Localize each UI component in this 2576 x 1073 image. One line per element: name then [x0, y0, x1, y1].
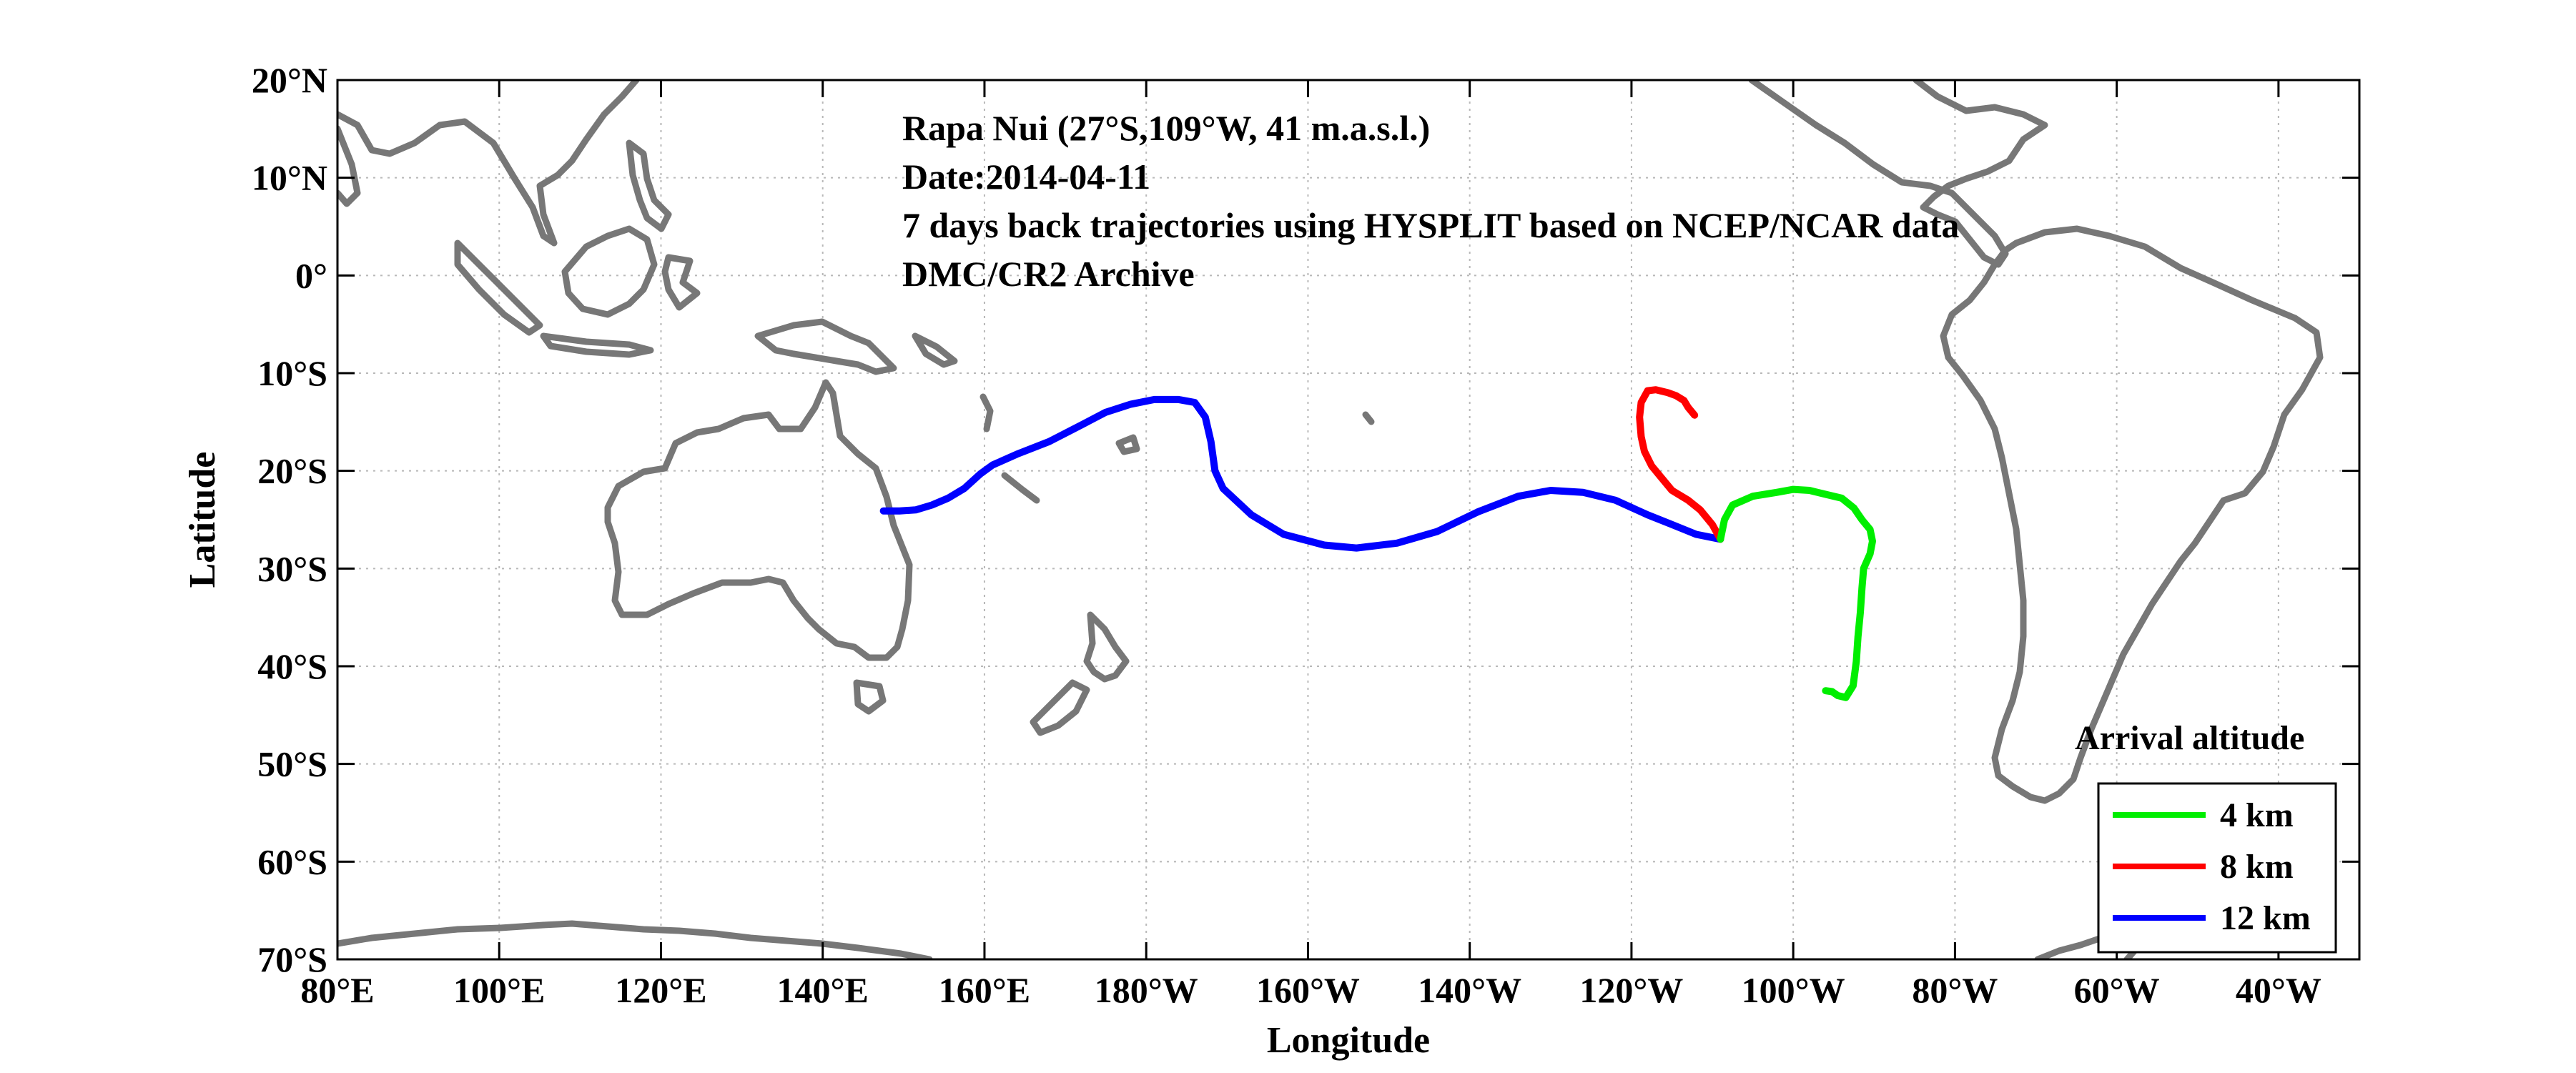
java-coastline [540, 332, 654, 358]
legend-label: 12 km [2220, 899, 2311, 937]
y-tick-label: 40°S [257, 646, 327, 686]
coastline-layer [337, 80, 2324, 959]
borneo-coastline [561, 225, 658, 318]
central-america-coastline [1748, 80, 2048, 268]
philippines-coastline [626, 139, 672, 232]
info-line-location: Rapa Nui (27°S,109°W, 41 m.a.s.l.) [902, 108, 1430, 148]
antarctica-coastline [337, 920, 933, 959]
info-text-block: Rapa Nui (27°S,109°W, 41 m.a.s.l.) Date:… [902, 108, 1959, 294]
y-axis-label: Latitude [182, 452, 223, 588]
x-tick-label: 160°W [1256, 970, 1360, 1010]
y-tick-label: 20°S [257, 451, 327, 491]
y-tick-label: 50°S [257, 744, 327, 784]
info-line-date: Date:2014-04-11 [902, 157, 1150, 197]
x-axis-tick-labels: 80°E 100°E 120°E 140°E 160°E 180°W 160°W 140°W 1… [300, 970, 2321, 1010]
x-axis-label: Longitude [1267, 1020, 1430, 1061]
legend: Arrival altitude 4 km 8 km 12 km [2075, 719, 2337, 954]
trajectory-12-km [879, 395, 1724, 552]
south-america-coastline [1940, 225, 2324, 804]
sulawesi-coastline [661, 254, 701, 311]
x-tick-label: 40°W [2236, 970, 2321, 1010]
fiji-coastline [1115, 434, 1140, 455]
x-tick-label: 80°W [1912, 970, 1998, 1010]
x-tick-label: 140°W [1418, 970, 1521, 1010]
y-tick-label: 30°S [257, 548, 327, 588]
solomon-islands-coastline [912, 332, 958, 368]
y-tick-label: 10°S [257, 353, 327, 393]
x-tick-label: 60°W [2074, 970, 2160, 1010]
legend-entries: 4 km 8 km 12 km [2113, 796, 2311, 937]
x-tick-label: 180°W [1095, 970, 1198, 1010]
y-tick-label: 60°S [257, 841, 327, 881]
hawaii-coastline [1362, 411, 1375, 425]
y-axis-tick-labels: 20°N 10°N 0° 10°S 20°S 30°S 40°S 50°S 60°S 70°S [252, 60, 327, 979]
trajectory-layer [879, 386, 1876, 701]
vanuatu-coastline [979, 393, 994, 432]
trajectory-4-km [1717, 485, 1876, 701]
tick-marks [336, 79, 2359, 961]
x-tick-label: 80°E [300, 970, 374, 1010]
new-guinea-coastline [754, 318, 897, 375]
x-tick-label: 100°W [1742, 970, 1845, 1010]
x-tick-label: 120°E [615, 970, 706, 1010]
legend-title: Arrival altitude [2075, 719, 2304, 757]
sumatra-coastline [454, 239, 543, 336]
plot-area [337, 80, 2359, 959]
x-tick-label: 120°W [1579, 970, 1683, 1010]
legend-label: 8 km [2220, 848, 2294, 886]
x-tick-label: 160°E [939, 970, 1030, 1010]
y-tick-label: 0° [295, 255, 327, 295]
legend-label: 4 km [2220, 796, 2294, 834]
australia-coastline [604, 379, 913, 661]
plot-frame [336, 79, 2361, 961]
info-line-method: 7 days back trajectories using HYSPLIT b… [902, 205, 1959, 245]
asia-mainland-coastline [337, 80, 640, 247]
y-tick-label: 70°S [257, 939, 327, 979]
new-caledonia-coastline [1001, 472, 1040, 504]
trajectory-8-km [1636, 386, 1724, 543]
y-tick-label: 20°N [252, 60, 327, 100]
new-zealand-coastline [1030, 611, 1130, 736]
india-tip-coastline [337, 125, 361, 207]
tasmania-coastline [853, 679, 887, 715]
y-tick-label: 10°N [252, 158, 327, 198]
x-tick-label: 140°E [777, 970, 869, 1010]
x-tick-label: 100°E [453, 970, 545, 1010]
info-line-archive: DMC/CR2 Archive [902, 254, 1195, 294]
